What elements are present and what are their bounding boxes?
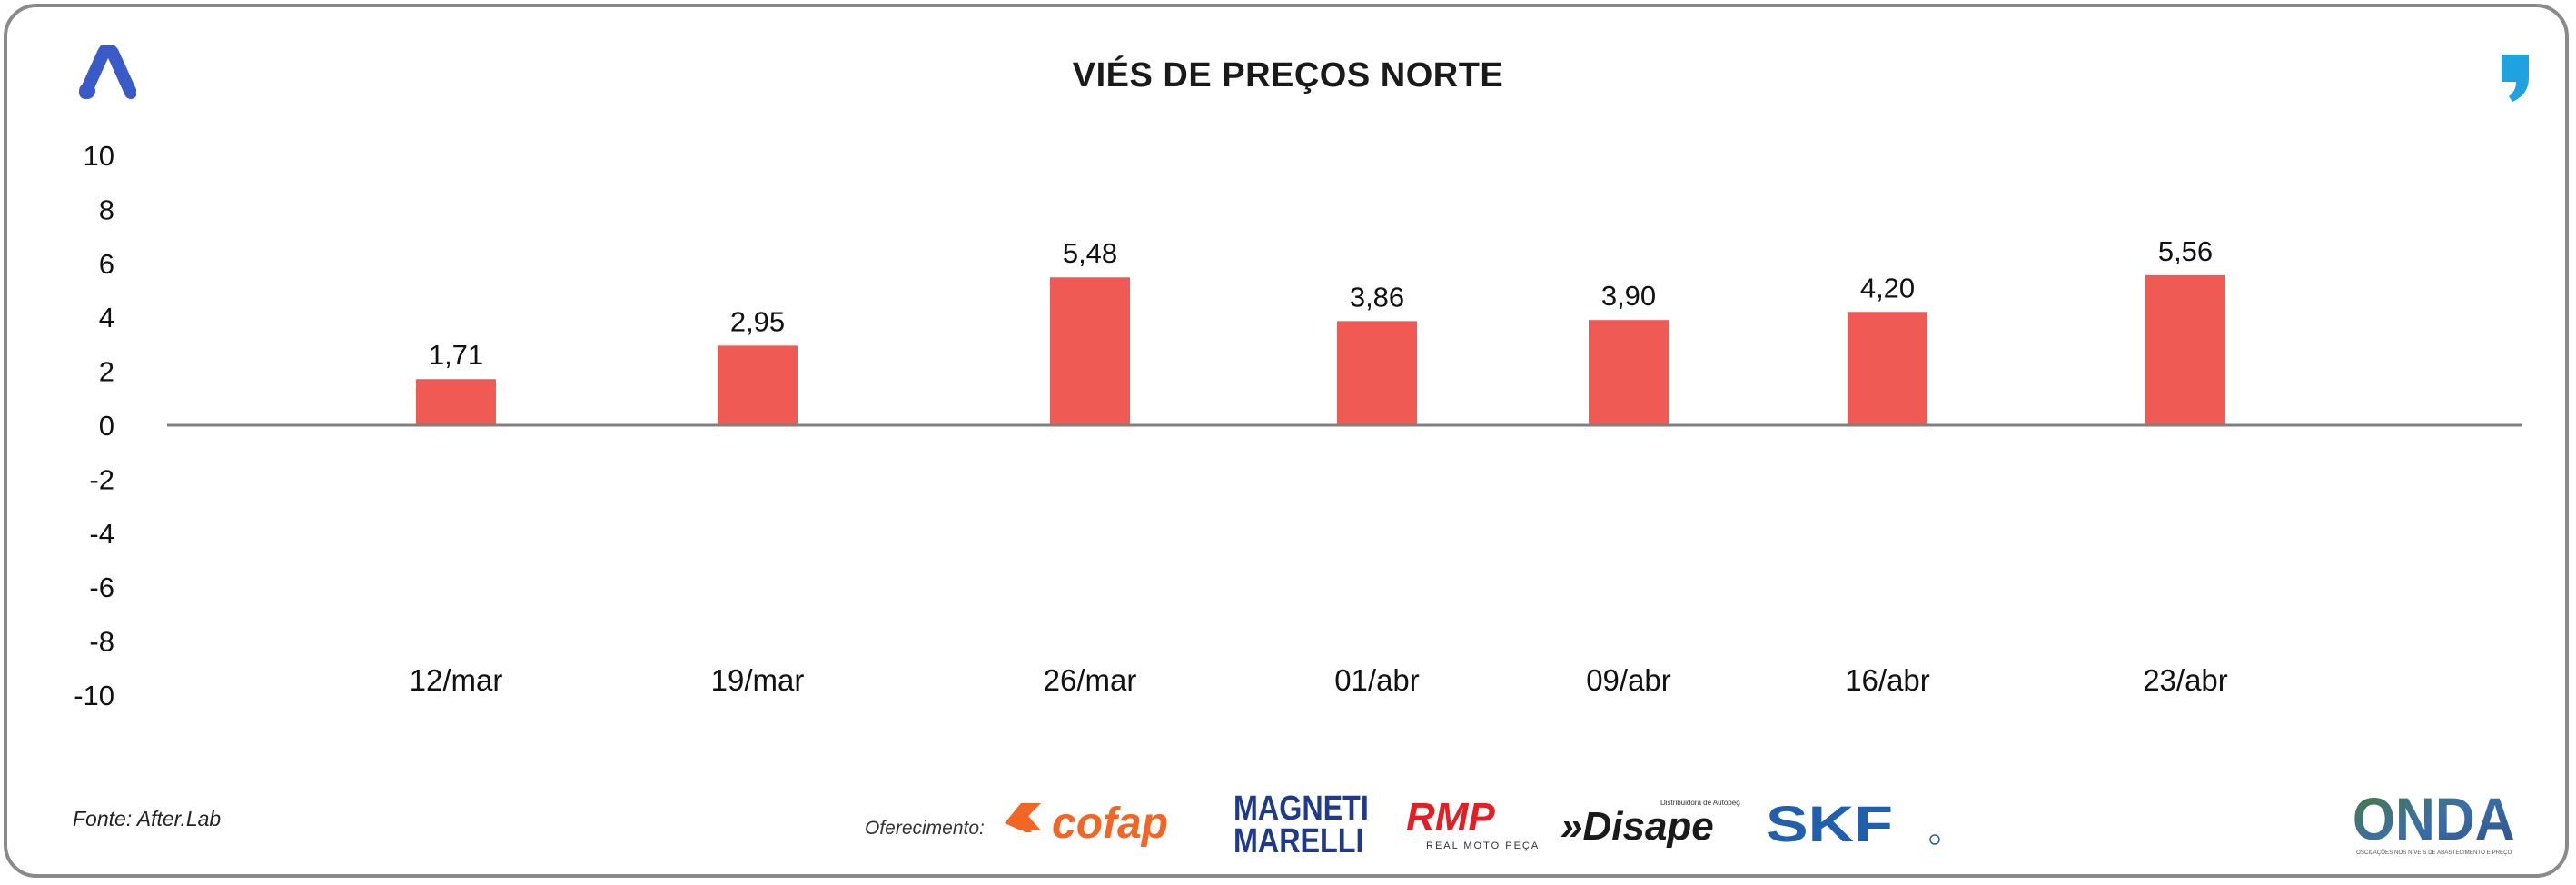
magneti-marelli-logo: MAGNETI MARELLI — [1234, 789, 1370, 862]
rmp-logo: RMP REAL MOTO PEÇAS — [1404, 794, 1547, 857]
x-category-label: 01/abr — [1334, 663, 1420, 697]
chart-title: VIÉS DE PREÇOS NORTE — [1072, 56, 1504, 94]
y-tick-label: 2 — [99, 356, 114, 388]
y-tick-label: -6 — [89, 572, 114, 603]
onda-logo: ONDA OSCILAÇÕES NOS NÍVEIS DE ABASTECIME… — [2351, 787, 2541, 864]
bar-19/mar — [718, 345, 798, 425]
x-category-label: 12/mar — [410, 663, 503, 697]
y-tick-label: 4 — [99, 302, 114, 333]
bar-09/abr — [1589, 320, 1669, 425]
magneti-line1: MAGNETI — [1234, 790, 1369, 828]
source-note: Fonte: After.Lab — [73, 807, 222, 830]
bar-value-label: 5,56 — [2158, 235, 2213, 267]
cofap-wordmark: cofap — [1052, 800, 1168, 848]
disape-subtitle: Distribuidora de Autopeças — [1660, 799, 1740, 807]
bar-23/abr — [2145, 274, 2225, 425]
bar-16/abr — [1848, 312, 1927, 425]
x-category-label: 09/abr — [1586, 663, 1671, 697]
bar-01/abr — [1337, 321, 1417, 425]
y-tick-label: 8 — [99, 194, 114, 225]
y-tick-label: -8 — [89, 626, 114, 658]
bar-26/mar — [1050, 277, 1130, 425]
bar-value-label: 1,71 — [429, 339, 483, 371]
x-category-label: 23/abr — [2143, 663, 2228, 697]
disape-logo: Distribuidora de Autopeças »Disape — [1559, 794, 1748, 857]
bar-value-label: 3,90 — [1601, 280, 1656, 312]
y-tick-label: 10 — [84, 140, 114, 172]
y-tick-label: 0 — [99, 410, 114, 442]
x-category-label: 19/mar — [711, 663, 805, 697]
rmp-subtitle: REAL MOTO PEÇAS — [1426, 840, 1541, 851]
offer-label: Oferecimento: — [865, 818, 985, 839]
skf-logo: SKF — [1766, 796, 1947, 855]
bar-value-label: 5,48 — [1063, 237, 1117, 269]
skf-wordmark: SKF — [1766, 797, 1893, 850]
y-tick-label: -10 — [74, 680, 114, 711]
onda-subtitle: OSCILAÇÕES NOS NÍVEIS DE ABASTECIMENTO E… — [2356, 850, 2512, 856]
quote-mark-icon — [2496, 51, 2532, 108]
disape-wordmark: »Disape — [1560, 804, 1714, 849]
x-category-label: 16/abr — [1845, 663, 1930, 697]
afterlab-a-logo-icon — [78, 43, 137, 106]
bar-value-label: 2,95 — [730, 305, 785, 337]
rmp-wordmark: RMP — [1406, 795, 1495, 840]
bar-value-label: 3,86 — [1350, 281, 1404, 313]
bar-value-label: 4,20 — [1860, 272, 1915, 303]
bar-12/mar — [416, 379, 496, 425]
cofap-logo: cofap — [1001, 796, 1215, 855]
magneti-line2: MARELLI — [1234, 822, 1363, 858]
x-category-label: 26/mar — [1044, 663, 1137, 697]
y-tick-label: 6 — [99, 248, 114, 280]
chart-card — [4, 4, 2569, 878]
y-tick-label: -4 — [89, 518, 114, 550]
y-tick-label: -2 — [89, 463, 114, 495]
onda-wordmark: ONDA — [2353, 787, 2515, 853]
